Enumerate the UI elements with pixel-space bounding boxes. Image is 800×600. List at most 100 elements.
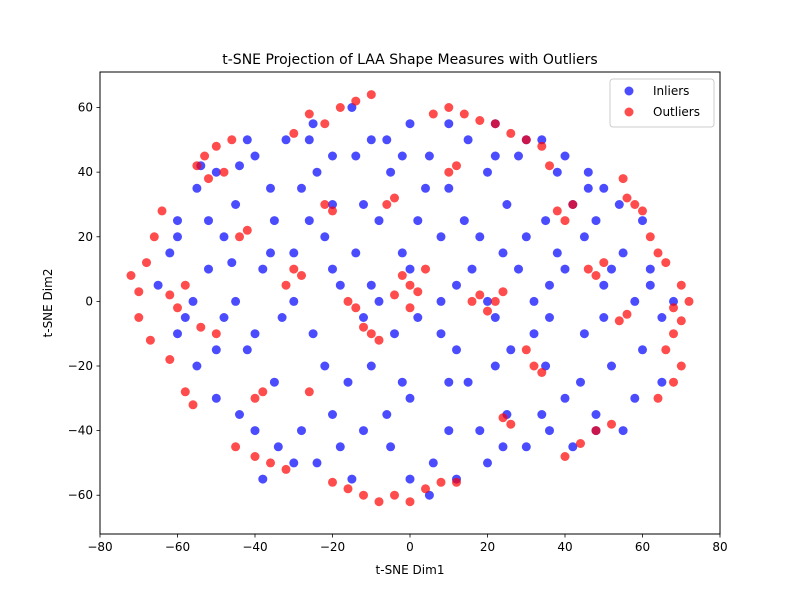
point-outliers [475,290,485,300]
point-inliers [560,151,570,161]
point-outliers [676,361,686,371]
point-outliers [134,313,144,322]
point-inliers [405,264,415,274]
point-inliers [312,458,322,468]
point-inliers [304,216,314,226]
point-inliers [514,151,523,161]
point-inliers [289,296,299,306]
point-inliers [165,248,175,258]
point-inliers [502,200,512,209]
point-outliers [200,151,210,161]
point-inliers [424,151,434,161]
point-inliers [374,296,384,306]
point-outliers [591,426,601,436]
point-inliers [250,426,260,436]
point-outliers [165,290,175,300]
point-inliers [390,329,399,339]
point-inliers [289,248,299,258]
point-inliers [188,296,198,306]
point-outliers [560,216,570,226]
point-inliers [405,393,415,403]
point-inliers [328,264,337,274]
point-inliers [657,313,667,322]
point-outliers [618,174,628,184]
point-inliers [242,135,252,145]
point-inliers [421,183,430,193]
point-inliers [459,216,469,226]
point-inliers [304,135,314,145]
point-inliers [258,264,268,274]
point-outliers [490,119,500,129]
point-outliers [436,477,446,487]
point-inliers [192,361,202,371]
point-outliers [591,271,601,280]
point-inliers [599,313,609,322]
point-inliers [235,410,244,419]
x-axis-label: t-SNE Dim1 [376,563,445,577]
point-outliers [684,296,694,306]
point-inliers [529,329,539,339]
point-inliers [514,264,523,274]
point-inliers [630,296,640,306]
point-inliers [657,377,667,387]
point-outliers [576,439,585,448]
point-inliers [529,296,539,306]
point-inliers [320,361,330,371]
point-inliers [173,216,182,226]
y-axis-label: t-SNE Dim2 [41,269,55,338]
point-inliers [669,296,678,306]
point-outliers [227,135,237,145]
point-inliers [258,474,268,484]
point-inliers [192,183,202,193]
point-inliers [211,345,221,355]
point-inliers [335,442,345,452]
y-tick-label: −60 [68,488,93,502]
point-inliers [250,329,260,339]
point-inliers [490,313,500,322]
point-inliers [204,264,213,274]
point-outliers [475,116,485,125]
point-inliers [607,361,616,371]
point-inliers [266,183,275,193]
point-outliers [452,477,461,487]
point-inliers [444,183,454,193]
point-inliers [579,329,589,339]
point-inliers [231,200,241,209]
point-outliers [583,264,593,274]
point-inliers [281,135,291,145]
point-inliers [386,442,396,452]
point-outliers [258,387,268,397]
point-inliers [475,426,485,436]
y-tick-label: 20 [78,230,93,244]
point-outliers [653,248,663,258]
point-inliers [266,248,275,258]
point-outliers [405,280,415,290]
point-outliers [382,200,392,209]
point-inliers [359,313,368,322]
point-outliers [204,174,213,184]
x-tick-label: 40 [557,540,572,554]
point-outliers [599,258,609,268]
point-outliers [320,119,330,129]
point-inliers [444,377,454,387]
legend: Inliers Outliers [609,78,715,128]
point-inliers [599,280,609,290]
point-inliers [273,442,283,452]
points-layer [126,90,694,507]
point-inliers [436,329,446,339]
point-outliers [467,296,477,306]
point-outliers [149,232,159,242]
point-outliers [428,109,438,119]
point-inliers [630,393,640,403]
point-outliers [231,442,241,452]
x-tick-label: 0 [406,540,414,554]
legend-frame [609,78,715,128]
point-outliers [607,419,616,429]
point-inliers [591,216,601,226]
point-inliers [467,264,477,274]
point-outliers [444,167,454,177]
point-outliers [390,290,399,300]
point-outliers [343,296,353,306]
point-inliers [397,377,407,387]
